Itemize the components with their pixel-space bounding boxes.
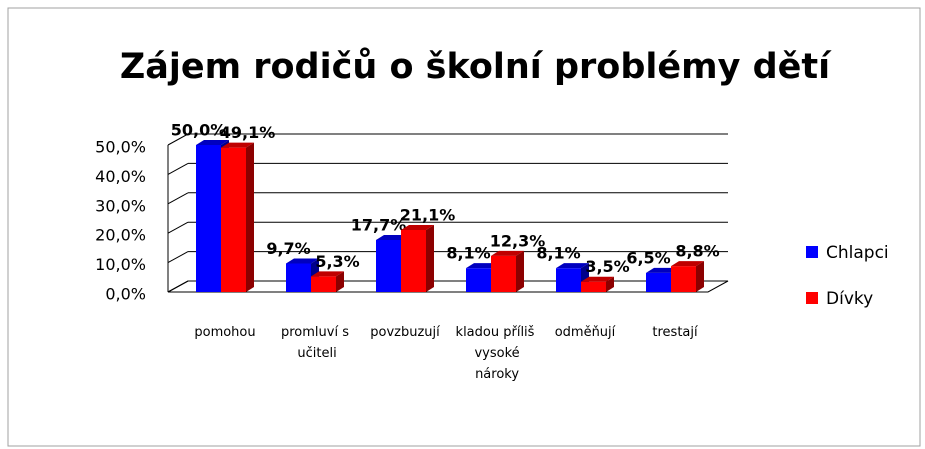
bar [311, 271, 344, 292]
y-tick-label: 40,0% [95, 167, 146, 186]
y-tick-label: 0,0% [105, 285, 146, 304]
bar-front [286, 263, 311, 292]
grid-line-side [167, 192, 189, 205]
x-tick-label-line: odměňují [555, 325, 616, 340]
value-label: 3,5% [585, 257, 629, 276]
x-tick-label-line: vysoké [470, 346, 519, 361]
value-label: 12,3% [490, 231, 546, 250]
value-label: 8,8% [675, 242, 719, 261]
x-tick-label-line: promluví s [281, 325, 349, 340]
bar [221, 142, 254, 292]
y-tick-label: 10,0% [95, 255, 146, 274]
legend-swatch [806, 246, 818, 258]
x-tick-label: pomohou [194, 325, 255, 340]
bar-top [196, 140, 229, 145]
x-tick-label-line: povzbuzují [370, 325, 440, 340]
bar-top [491, 250, 524, 256]
grid-line-side [167, 221, 189, 234]
bar [401, 224, 434, 292]
bar-front [311, 276, 336, 292]
bar-top [581, 276, 614, 282]
grid-line-side [167, 251, 189, 264]
x-tick-label-line: pomohou [194, 325, 255, 340]
bar-front [376, 239, 401, 292]
x-tick-label: kladou příliš vysoké nároky [456, 325, 535, 382]
x-tick-label-line: trestají [652, 325, 698, 340]
value-label: 5,3% [315, 252, 359, 271]
bar-front [401, 229, 426, 292]
value-label: 6,5% [626, 248, 670, 267]
grid-line-side [167, 162, 189, 175]
bar-top [466, 263, 499, 269]
bar [491, 250, 524, 292]
chart-border [7, 7, 921, 447]
chart-title: Zájem rodičů o školní problémy dětí [120, 46, 832, 87]
bar [581, 276, 614, 292]
legend-label: Chlapci [826, 243, 889, 263]
bar-front [581, 281, 606, 292]
bar-top [221, 142, 254, 148]
bar-front [221, 147, 246, 292]
bar-front [671, 266, 696, 292]
legend-label: Dívky [826, 289, 873, 309]
value-label: 8,1% [536, 244, 580, 263]
value-label: 50,0% [171, 121, 227, 140]
bar-side [246, 142, 254, 292]
bar-side [516, 250, 524, 292]
bar-top [646, 267, 679, 273]
x-tick-label: trestají [652, 325, 698, 340]
bar-top [556, 263, 589, 269]
x-tick-label: povzbuzují [370, 325, 440, 340]
y-tick-label: 50,0% [95, 138, 146, 157]
bar-side [606, 276, 614, 292]
bar-top [286, 258, 319, 264]
x-tick-label: promluví s učiteli [281, 325, 349, 361]
value-label: 9,7% [266, 239, 310, 258]
y-tick-label: 30,0% [95, 196, 146, 215]
bar-top [376, 234, 409, 240]
x-tick-label: odměňují [555, 325, 616, 340]
x-tick-label-line: učiteli [293, 346, 336, 361]
value-label: 21,1% [400, 205, 456, 224]
bar-front [466, 268, 491, 292]
bar-top [401, 224, 434, 230]
value-label: 8,1% [446, 244, 490, 263]
legend-swatch [806, 292, 818, 304]
bar-top [311, 271, 344, 277]
value-label: 49,1% [220, 123, 276, 142]
bar-front [196, 145, 221, 292]
x-tick-label-line: nároky [471, 367, 519, 382]
bar-front [556, 268, 581, 292]
grid-line-side [167, 133, 189, 146]
bar-side [336, 271, 344, 292]
y-tick-label: 20,0% [95, 226, 146, 245]
bar-front [646, 272, 671, 292]
bar [671, 261, 704, 292]
bar-side [426, 224, 434, 292]
x-tick-label-line: kladou příliš [456, 325, 535, 340]
value-label: 17,7% [351, 215, 407, 234]
bar-front [491, 255, 516, 292]
grid-line-side [167, 280, 189, 293]
bar-side [696, 261, 704, 292]
bar-top [671, 261, 704, 267]
